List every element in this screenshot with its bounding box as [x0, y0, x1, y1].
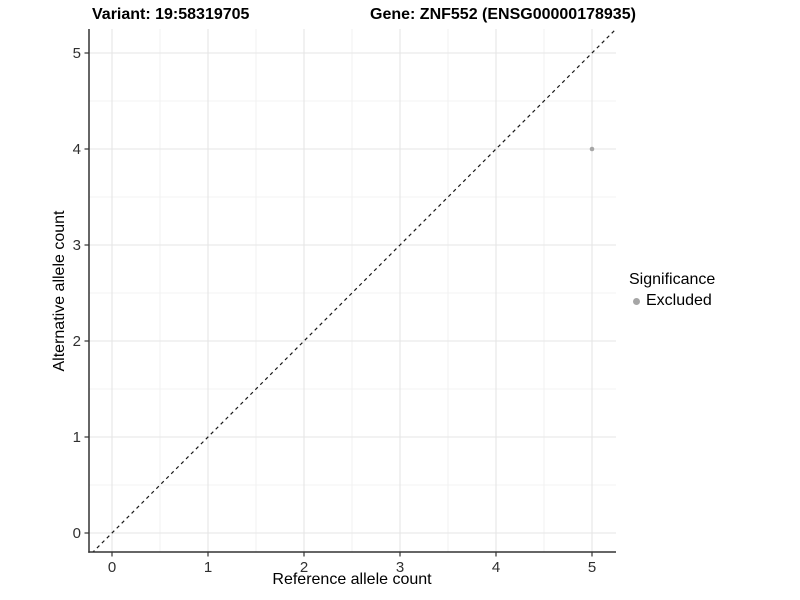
legend: Significance Excluded [629, 271, 715, 310]
plot-title-gene: Gene: ZNF552 (ENSG00000178935) [370, 6, 636, 23]
y-tick-label: 4 [73, 141, 81, 158]
legend-item-excluded: Excluded [629, 292, 715, 310]
legend-item-label: Excluded [646, 292, 712, 309]
x-tick-label: 4 [492, 559, 500, 576]
x-tick-label: 2 [300, 559, 308, 576]
x-tick-label: 3 [396, 559, 404, 576]
y-tick-label: 2 [73, 333, 81, 350]
legend-key-dot-icon [633, 297, 640, 305]
x-tick-label: 0 [108, 559, 116, 576]
x-tick-label: 1 [204, 559, 212, 576]
identity-dashed-line [92, 29, 616, 552]
plot-title-variant: Variant: 19:58319705 [92, 6, 250, 23]
y-tick-label: 1 [73, 429, 81, 446]
y-tick-label: 5 [73, 45, 81, 62]
x-tick-label: 5 [588, 559, 596, 576]
legend-title: Significance [629, 271, 716, 288]
y-tick-label: 3 [73, 237, 81, 254]
data-point [589, 146, 595, 152]
x-axis-title: Reference allele count [272, 571, 432, 588]
y-tick-label: 0 [73, 525, 81, 542]
